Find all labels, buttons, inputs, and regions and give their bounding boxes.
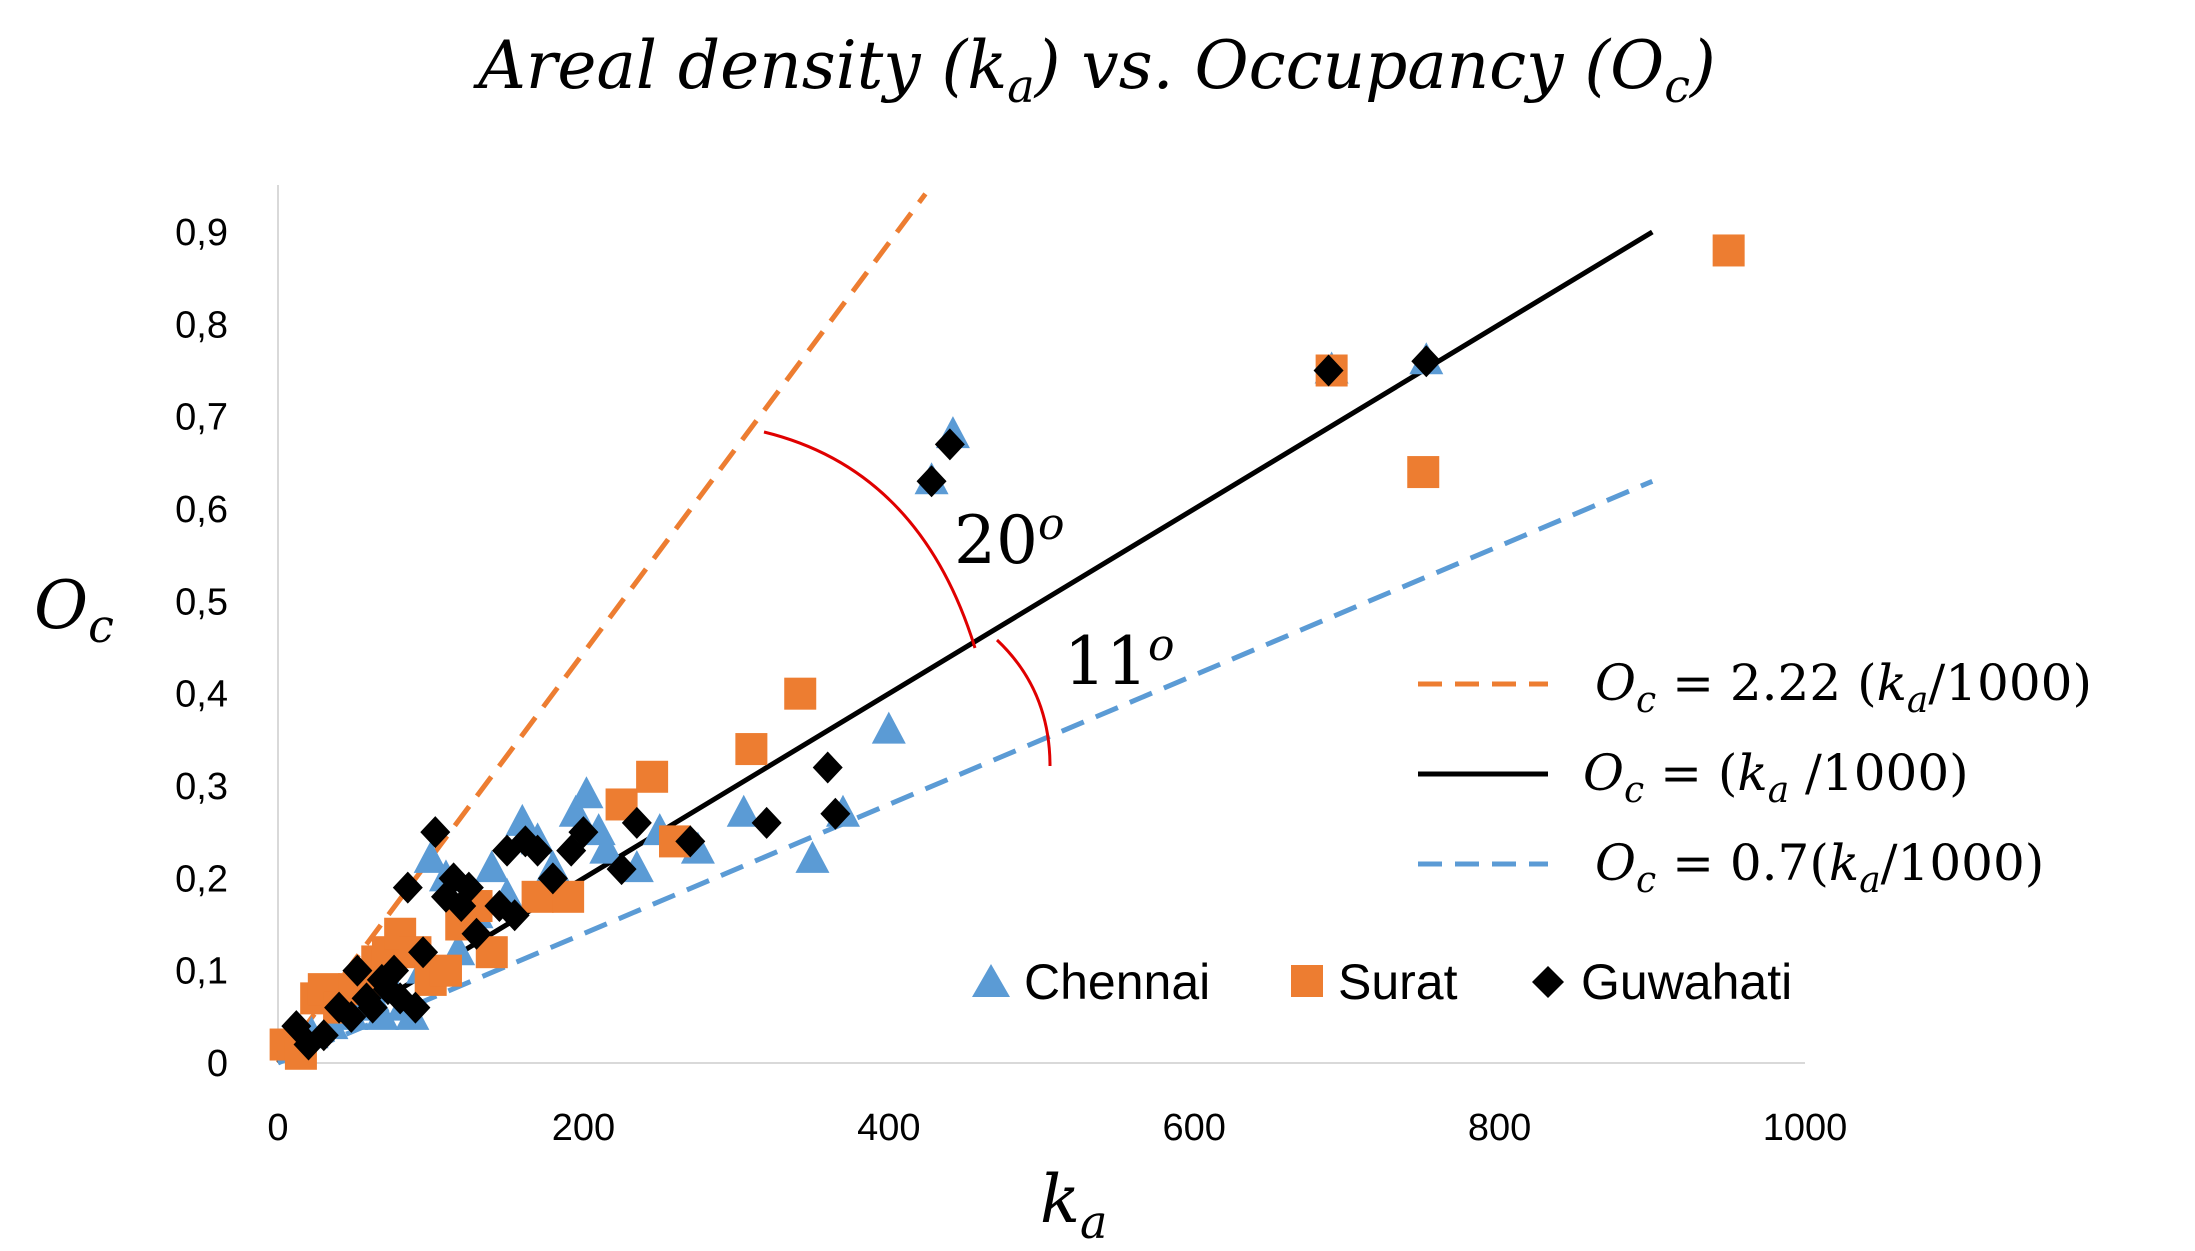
chennai-point [795,840,830,873]
data-points [269,234,1745,1070]
guwahati-point [453,871,484,904]
y-tick-label: 0,8 [175,304,228,346]
y-axis-label: Oc [34,567,114,653]
guwahati-point [1313,354,1344,387]
surat-point [1712,234,1745,267]
chennai-point [413,840,448,873]
angle-arc-upper [763,430,977,649]
y-tick-labels: 0 0,1 0,2 0,3 0,4 0,5 0,6 0,7 0,8 0,9 [175,212,228,1085]
legend-label-middle: Oc = (ka /1000) [1583,744,1969,811]
angle-label-lower: 11o [1064,620,1174,700]
guwahati-point [408,936,439,969]
guwahati-point [336,1000,367,1033]
angle-arc-lower [995,638,1052,767]
chennai-point [871,711,906,744]
x-tick-label: 600 [1162,1107,1225,1149]
legend-marker-chennai [972,964,1010,997]
surat-point [1407,456,1440,489]
guwahati-point [812,751,843,784]
guwahati-point [916,465,947,498]
guwahati-point [400,991,431,1024]
legend-marker-guwahati [1532,966,1564,998]
guwahati-point [606,853,637,886]
y-tick-label: 0,4 [175,674,228,716]
guwahati-point [308,1019,339,1052]
guwahati-point [420,816,451,849]
chennai-point [569,776,604,809]
y-tick-label: 0,9 [175,212,228,254]
y-tick-label: 0,7 [175,397,228,439]
legend-marker-surat [1291,965,1323,997]
x-tick-label: 200 [552,1107,615,1149]
x-axis-label: ka [1040,1161,1107,1249]
guwahati-point [1411,345,1442,378]
chart-title: Areal density (ka) vs. Occupancy (Oc) [472,27,1716,113]
guwahati-point [461,917,492,950]
surat-point [429,954,462,987]
angle-label-upper: 20o [954,499,1064,579]
y-tick-label: 0,2 [175,858,228,900]
surat-point [735,733,768,766]
surat-point [636,760,669,793]
guwahati-point [392,871,423,904]
guwahati-point [379,954,410,987]
surat-point [784,677,817,710]
guwahati-point [537,862,568,895]
marker-legend: Chennai Surat Guwahati [972,954,1792,1010]
line-legend: Oc = 2.22 (ka/1000) Oc = (ka /1000) Oc =… [1418,654,2092,901]
guwahati-point [357,991,388,1024]
guwahati-point [499,899,530,932]
guwahati-point [568,816,599,849]
x-tick-labels: 0 200 400 600 800 1000 [267,1107,1847,1149]
y-tick-label: 0,1 [175,951,228,993]
y-tick-label: 0,6 [175,489,228,531]
guwahati-point [751,806,782,839]
x-tick-label: 0 [267,1107,288,1149]
chennai-point [726,794,761,827]
guwahati-point [934,428,965,461]
legend-label-surat: Surat [1338,954,1458,1010]
y-tick-label: 0,5 [175,581,228,623]
guwahati-point [342,954,373,987]
x-tick-label: 800 [1468,1107,1531,1149]
legend-label-chennai: Chennai [1024,954,1210,1010]
legend-label-lower: Oc = 0.7(ka/1000) [1595,834,2044,901]
y-tick-label: 0,3 [175,766,228,808]
legend-label-guwahati: Guwahati [1581,954,1792,1010]
guwahati-point [621,806,652,839]
chennai-point [474,850,509,883]
fit-line-upper [275,192,928,1065]
legend-label-upper: Oc = 2.22 (ka/1000) [1595,654,2092,721]
x-tick-label: 400 [857,1107,920,1149]
guwahati-point [675,825,706,858]
chennai-point [505,803,540,836]
y-tick-label: 0 [207,1043,228,1085]
fit-line-lower [277,478,1654,1066]
chennai-point [589,831,624,864]
x-tick-label: 1000 [1763,1107,1848,1149]
guwahati-point [820,797,851,830]
guwahati-point [522,834,553,867]
